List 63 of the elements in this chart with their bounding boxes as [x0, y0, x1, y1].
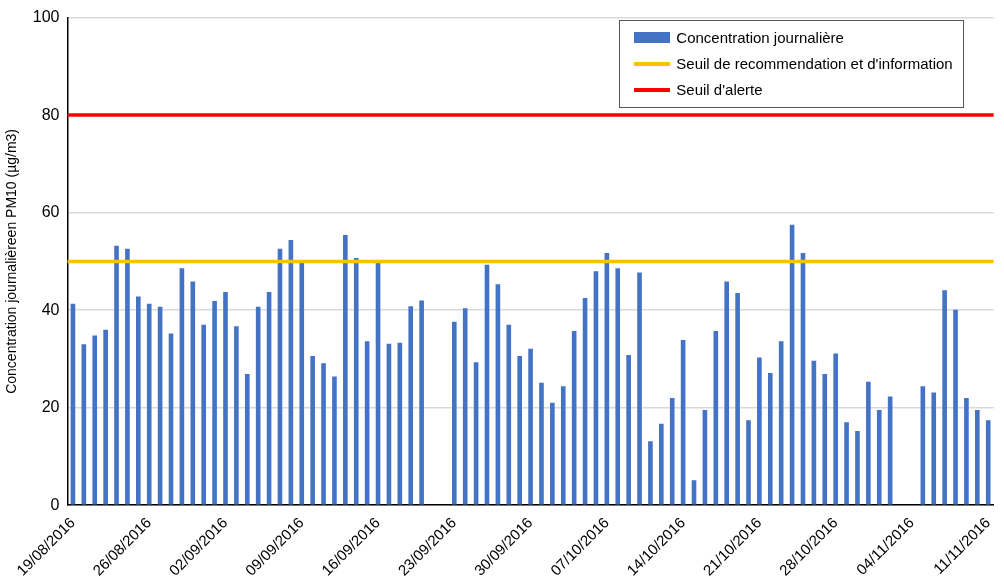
- bar: [408, 306, 414, 505]
- y-tick-label: 100: [32, 8, 60, 26]
- bar: [332, 376, 337, 505]
- legend-label: Seuil d'alerte: [676, 81, 763, 99]
- bar: [866, 381, 871, 505]
- bar: [506, 324, 512, 505]
- bar: [560, 386, 566, 505]
- bar: [103, 329, 108, 505]
- bar: [244, 374, 250, 505]
- bar: [550, 402, 555, 505]
- bar: [310, 355, 315, 505]
- bar: [724, 281, 730, 505]
- legend-label: Seuil de recommendation et d'information: [676, 55, 953, 73]
- bar: [876, 410, 882, 505]
- y-tick-label: 60: [41, 203, 60, 221]
- bar: [125, 248, 130, 505]
- bar: [299, 262, 305, 505]
- bar: [975, 410, 980, 505]
- bar: [234, 326, 239, 505]
- bar: [855, 431, 860, 505]
- bar: [419, 300, 424, 505]
- bar: [462, 308, 468, 505]
- bar: [985, 420, 991, 505]
- bar: [735, 293, 740, 505]
- bar: [92, 335, 98, 505]
- bar: [223, 292, 228, 505]
- bar: [201, 324, 207, 505]
- bar: [451, 321, 457, 505]
- bar: [822, 374, 828, 505]
- bar: [844, 422, 849, 505]
- y-tick-label: 20: [41, 398, 60, 416]
- y-tick-label: 40: [41, 300, 60, 318]
- bar: [146, 303, 152, 505]
- bar: [767, 373, 773, 505]
- bar: [964, 397, 969, 505]
- bar: [136, 296, 141, 505]
- bar: [539, 382, 544, 505]
- bar: [942, 290, 947, 505]
- bar: [713, 331, 719, 505]
- bar: [190, 281, 196, 505]
- bar: [353, 257, 359, 505]
- bar: [343, 235, 348, 505]
- legend-label: Concentration journalière: [676, 29, 844, 47]
- bar: [626, 355, 631, 505]
- bar: [648, 441, 653, 505]
- bar: [321, 363, 326, 505]
- bar: [659, 423, 664, 505]
- bar: [931, 392, 937, 505]
- bar: [528, 348, 533, 505]
- bar: [669, 397, 675, 505]
- bar: [833, 353, 838, 505]
- bar: [212, 300, 217, 505]
- bar: [114, 245, 119, 505]
- bar: [778, 341, 784, 505]
- y-axis-title: Concentration journalièreen PM10 (µg/m3): [3, 128, 20, 394]
- bar: [953, 309, 958, 505]
- y-tick-label: 0: [50, 495, 60, 513]
- bar: [746, 420, 751, 505]
- y-tick-label: 80: [41, 105, 60, 123]
- bar: [757, 357, 762, 505]
- bar: [615, 268, 621, 505]
- bar: [517, 355, 522, 505]
- bar: [637, 272, 642, 505]
